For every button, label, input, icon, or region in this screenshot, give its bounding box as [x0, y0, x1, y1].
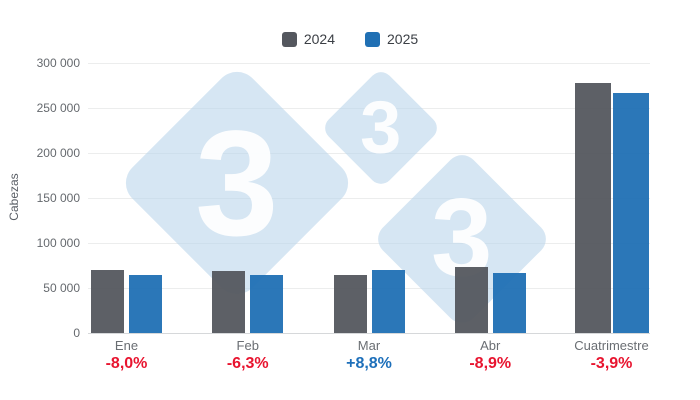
- variation-label: -8,0%: [105, 355, 148, 372]
- legend-item-2025[interactable]: 2025: [365, 31, 418, 47]
- y-tick-label: 200 000: [36, 146, 80, 160]
- y-tick-label: 300 000: [36, 56, 80, 70]
- watermark-diamond-icon: 3: [320, 67, 442, 189]
- gridline: [88, 198, 650, 199]
- legend-swatch-icon: [365, 31, 380, 47]
- y-tick-label: 0: [73, 326, 80, 340]
- watermark-diamond-icon: 3: [116, 62, 358, 304]
- legend-swatch-icon: [281, 31, 297, 47]
- variation-label: -8,9%: [469, 355, 512, 372]
- bar-2025-Mar[interactable]: [371, 269, 405, 333]
- y-tick-label: 100 000: [36, 236, 80, 250]
- chart-legend: 2024 2025: [0, 31, 700, 47]
- watermark-glyph: 3: [195, 99, 279, 267]
- bar-2025-Feb[interactable]: [250, 274, 284, 333]
- category-label: Cuatrimestre: [574, 338, 649, 353]
- legend-label: 2024: [303, 31, 335, 47]
- y-tick-label: 150 000: [36, 191, 80, 205]
- gridline: [88, 243, 650, 244]
- gridline: [88, 108, 650, 109]
- bar-2024-Cuatrimestre[interactable]: [574, 83, 611, 333]
- x-axis-line: [88, 333, 650, 334]
- gridline: [88, 63, 650, 64]
- category-label: Abr: [480, 338, 501, 353]
- y-tick-label: 50 000: [43, 281, 80, 295]
- bar-2024-Feb[interactable]: [212, 270, 246, 333]
- bar-2024-Abr[interactable]: [454, 266, 488, 333]
- bar-2024-Mar[interactable]: [333, 274, 367, 333]
- category-label: Mar: [357, 338, 381, 353]
- gridline: [88, 153, 650, 154]
- legend-label: 2025: [387, 31, 419, 47]
- category-label: Ene: [114, 338, 139, 353]
- bar-2025-Ene[interactable]: [129, 274, 162, 333]
- legend-item-2024[interactable]: 2024: [281, 31, 335, 47]
- bar-2025-Cuatrimestre[interactable]: [612, 92, 649, 333]
- bar-2024-Ene[interactable]: [91, 269, 124, 333]
- plot-area: 3 3 3: [88, 62, 650, 334]
- variation-label: -3,9%: [590, 355, 633, 372]
- bar-2025-Abr[interactable]: [492, 272, 526, 333]
- gridline: [88, 288, 650, 289]
- category-label: Feb: [236, 338, 259, 353]
- y-tick-label: 250 000: [36, 101, 80, 115]
- variation-label: +8,8%: [346, 355, 392, 372]
- variation-label: -6,3%: [226, 355, 269, 372]
